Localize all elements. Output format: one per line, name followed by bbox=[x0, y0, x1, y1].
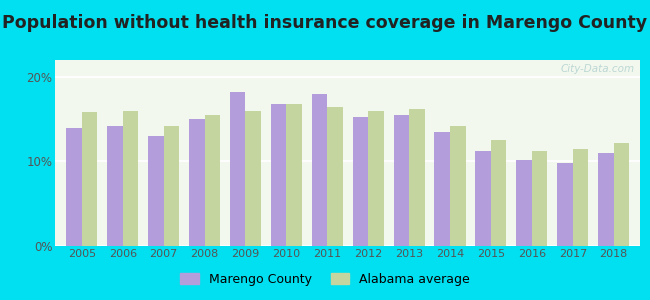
Bar bbox=[368, 111, 384, 246]
Bar bbox=[475, 151, 491, 246]
Bar bbox=[82, 112, 98, 246]
Bar bbox=[557, 163, 573, 246]
Bar bbox=[328, 106, 343, 246]
Bar bbox=[450, 126, 465, 246]
Bar bbox=[532, 151, 547, 246]
Legend: Marengo County, Alabama average: Marengo County, Alabama average bbox=[175, 268, 475, 291]
Bar bbox=[123, 111, 138, 246]
Bar bbox=[230, 92, 246, 246]
Bar bbox=[409, 109, 424, 246]
Bar bbox=[353, 118, 368, 246]
Bar bbox=[573, 149, 588, 246]
Bar bbox=[312, 94, 328, 246]
Bar bbox=[164, 126, 179, 246]
Bar bbox=[393, 115, 409, 246]
Bar bbox=[516, 160, 532, 246]
Bar bbox=[148, 136, 164, 246]
Bar bbox=[66, 128, 82, 246]
Bar bbox=[246, 111, 261, 246]
Bar bbox=[434, 132, 450, 246]
Bar bbox=[107, 126, 123, 246]
Text: Population without health insurance coverage in Marengo County: Population without health insurance cove… bbox=[3, 14, 647, 32]
Bar bbox=[614, 143, 629, 246]
Bar bbox=[287, 104, 302, 246]
Bar bbox=[205, 115, 220, 246]
Bar bbox=[598, 153, 614, 246]
Bar bbox=[189, 119, 205, 246]
Bar bbox=[491, 140, 506, 246]
Text: City-Data.com: City-Data.com bbox=[560, 64, 634, 74]
Bar bbox=[271, 104, 287, 246]
